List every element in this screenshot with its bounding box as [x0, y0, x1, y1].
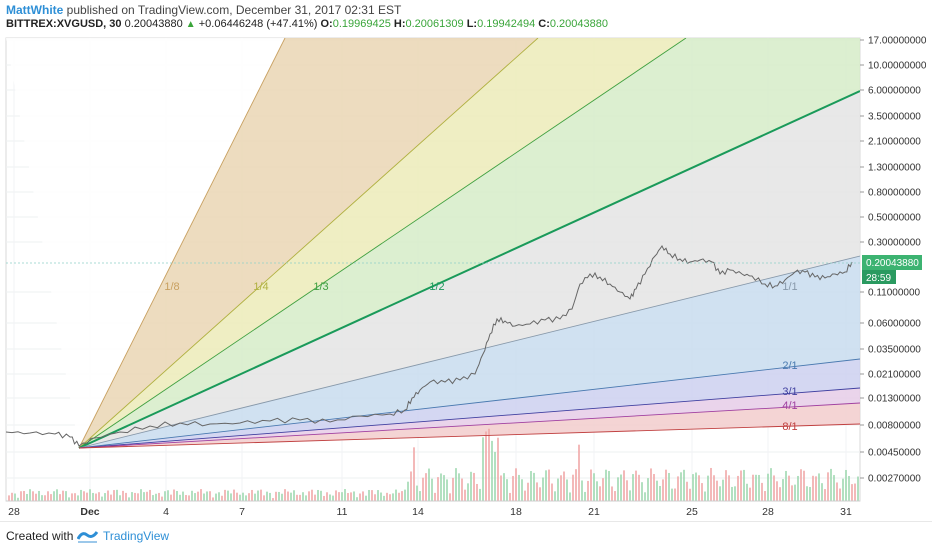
gann-line-1-8[interactable] — [78, 38, 286, 449]
time-tick-label: Dec — [80, 506, 99, 518]
footer: Created with TradingView — [0, 521, 932, 550]
price-axis[interactable]: 17.00000000 10.00000000 6.00000000 3.500000… — [860, 36, 927, 485]
price-tick-label: 6.00000000 — [868, 86, 921, 97]
chart-header: MattWhite published on TradingView.com, … — [0, 0, 932, 34]
gann-label: 1/3 — [313, 281, 328, 293]
time-axis[interactable]: 28 Dec 4 7 11 14 18 21 25 28 31 — [6, 500, 860, 518]
gann-label: 1/1 — [782, 281, 797, 293]
time-tick-label: 14 — [412, 506, 424, 518]
price-tick-label: 17.00000000 — [868, 36, 927, 47]
time-tick-label: 28 — [8, 506, 20, 518]
last-price: 0.20043880 — [124, 18, 183, 30]
current-price-tag-text: 0.20043880 — [866, 258, 919, 269]
price-tick-label: 0.00450000 — [868, 448, 921, 459]
countdown-text: 28:59 — [866, 273, 891, 284]
gann-label: 1/4 — [253, 281, 268, 293]
price-tick-label: 0.80000000 — [868, 188, 921, 199]
gann-label: 3/1 — [782, 386, 797, 398]
publish-info: MattWhite published on TradingView.com, … — [6, 3, 401, 17]
time-tick-label: 7 — [239, 506, 245, 518]
price-tick-label: 0.00800000 — [868, 421, 921, 432]
low-value: 0.19942494 — [477, 18, 536, 30]
up-arrow-icon: ▲ — [185, 19, 196, 30]
gann-line-4-1[interactable] — [78, 402, 860, 449]
price-tick-label: 1.30000000 — [868, 163, 921, 174]
price-tick-label: 0.01300000 — [868, 394, 921, 405]
price-tick-label: 3.50000000 — [868, 112, 921, 123]
price-tick-label: 0.02100000 — [868, 370, 921, 381]
gann-line-2-1[interactable] — [78, 358, 860, 449]
time-tick-label: 28 — [762, 506, 774, 518]
price-change: +0.06446248 (+47.41%) — [198, 18, 318, 30]
price-tick-label: 2.10000000 — [868, 137, 921, 148]
time-tick-label: 18 — [510, 506, 522, 518]
chart-canvas[interactable]: 1/8 1/4 1/3 1/2 1/12/13/14/18/1 17.000000001… — [0, 34, 932, 521]
time-tick-label: 25 — [686, 506, 698, 518]
gann-label: 8/1 — [782, 421, 797, 433]
gann-line-3-1[interactable] — [78, 387, 860, 449]
low-label: L: — [466, 18, 478, 30]
current-price-tag — [862, 255, 922, 270]
countdown-tag — [862, 270, 896, 284]
price-tick-label: 0.30000000 — [868, 238, 921, 249]
symbol-label[interactable]: BITTREX:XVGUSD, 30 — [6, 18, 122, 30]
gann-line-1-4[interactable] — [78, 38, 539, 449]
price-series — [6, 245, 853, 447]
gann-fan-labels: 1/8 1/4 1/3 1/2 1/1 2/1 3/1 4/1 8/1 — [164, 281, 797, 433]
price-tick-label: 0.11000000 — [868, 288, 921, 299]
time-tick-label: 11 — [337, 506, 348, 518]
created-with-text: Created with — [6, 529, 74, 543]
price-tick-label: 0.00270000 — [868, 474, 921, 485]
open-label: O: — [320, 18, 333, 30]
close-label: C: — [538, 18, 550, 30]
ohlc-legend: BITTREX:XVGUSD, 30 0.20043880 ▲ +0.06446… — [6, 18, 608, 30]
gann-label: 2/1 — [782, 360, 797, 372]
gann-fan-fills — [6, 38, 860, 448]
price-tick-label: 0.06000000 — [868, 319, 921, 330]
gann-line-1-2[interactable] — [78, 90, 860, 449]
author-link[interactable]: MattWhite — [6, 3, 64, 17]
time-tick-label: 4 — [163, 506, 169, 518]
high-value: 0.20061309 — [405, 18, 464, 30]
price-tick-label: 10.00000000 — [868, 61, 927, 72]
gann-line-1-3[interactable] — [78, 38, 687, 449]
time-tick-label: 21 — [588, 506, 600, 518]
price-tick-label: 0.50000000 — [868, 213, 921, 224]
gann-label: 1/8 — [164, 281, 179, 293]
tradingview-link[interactable]: TradingView — [103, 529, 170, 543]
gann-fan-lines[interactable] — [78, 38, 860, 449]
gann-line-1-1[interactable] — [78, 255, 860, 449]
chart-area[interactable]: 1/8 1/4 1/3 1/2 1/1 2/1 3/1 4/1 8/1 17.00000000 1… — [0, 34, 932, 521]
gann-label: 4/1 — [782, 400, 797, 412]
close-value: 0.20043880 — [549, 18, 608, 30]
price-tick-label: 0.03500000 — [868, 345, 921, 356]
publish-text: published on TradingView.com, December 3… — [66, 3, 402, 17]
time-tick-label: 31 — [840, 506, 852, 518]
open-value: 0.19969425 — [332, 18, 391, 30]
tradingview-logo-icon[interactable] — [77, 529, 99, 543]
volume-bars — [8, 428, 859, 501]
high-label: H: — [393, 18, 406, 30]
gann-label: 1/2 — [429, 281, 444, 293]
gann-line-8-1[interactable] — [78, 423, 860, 449]
